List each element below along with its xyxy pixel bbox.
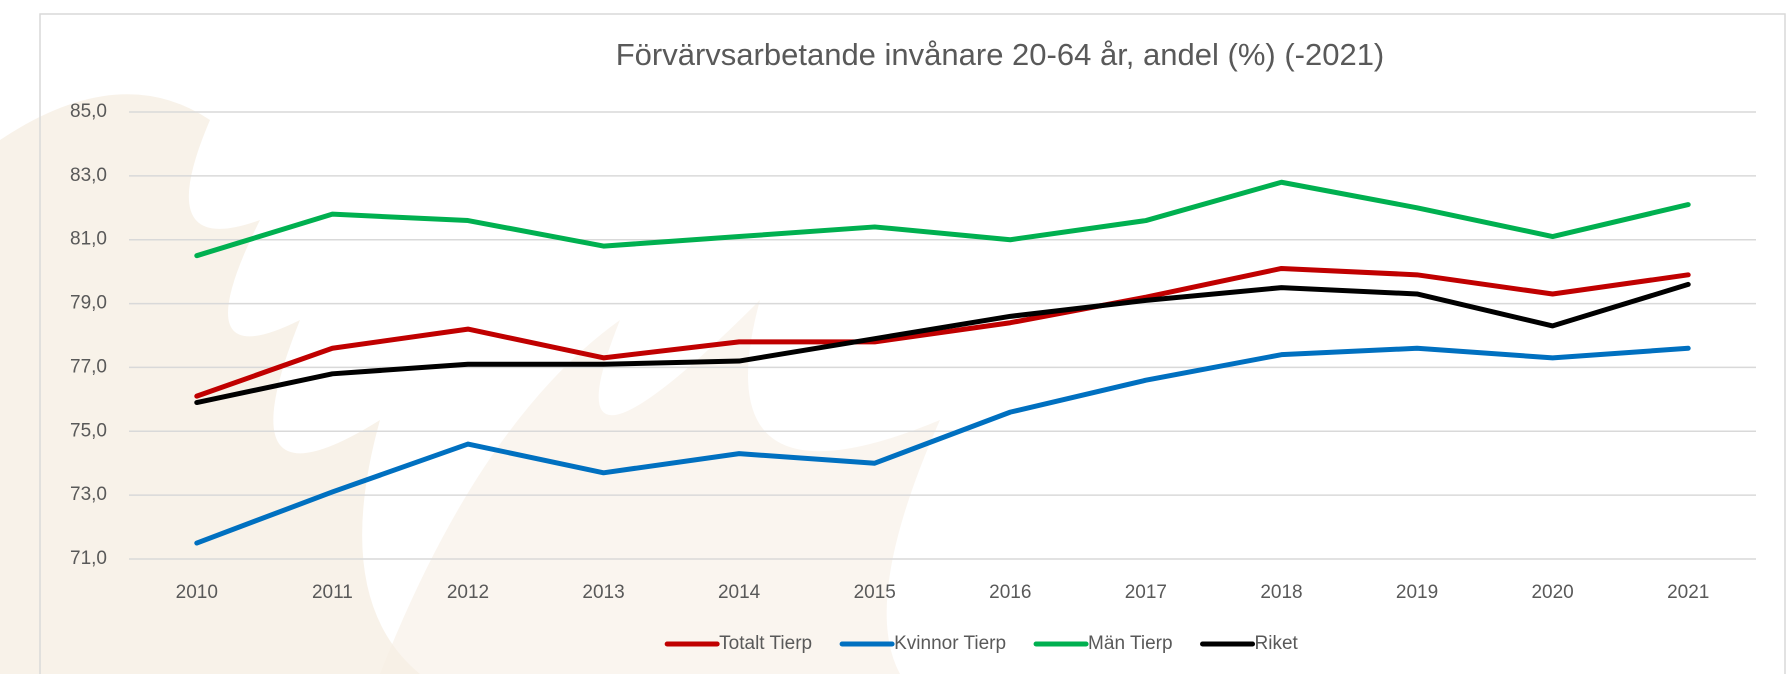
chart-title: Förvärvsarbetande invånare 20-64 år, and… (616, 37, 1385, 72)
legend-label: Män Tierp (1088, 633, 1172, 654)
legend-label: Riket (1255, 633, 1299, 654)
legend-label: Totalt Tierp (719, 633, 812, 654)
x-tick-label: 2014 (718, 582, 761, 603)
x-tick-label: 2021 (1667, 582, 1709, 603)
y-tick-label: 71,0 (70, 548, 107, 569)
y-tick-label: 79,0 (70, 293, 107, 314)
x-tick-label: 2020 (1531, 582, 1573, 603)
y-tick-label: 81,0 (70, 229, 107, 250)
x-tick-label: 2015 (854, 582, 896, 603)
x-tick-label: 2017 (1125, 582, 1167, 603)
x-tick-label: 2019 (1396, 582, 1438, 603)
y-tick-label: 73,0 (70, 484, 107, 505)
y-tick-label: 85,0 (70, 101, 107, 122)
x-tick-label: 2011 (312, 582, 353, 603)
x-tick-label: 2010 (176, 582, 218, 603)
x-tick-label: 2013 (582, 582, 624, 603)
x-tick-label: 2018 (1260, 582, 1302, 603)
y-tick-label: 75,0 (70, 420, 107, 441)
x-tick-label: 2012 (447, 582, 489, 603)
y-tick-label: 83,0 (70, 165, 107, 186)
legend-label: Kvinnor Tierp (894, 633, 1006, 654)
y-tick-label: 77,0 (70, 356, 107, 377)
page: Förvärvsarbetande invånare 20-64 år, and… (0, 0, 1788, 674)
chart: Förvärvsarbetande invånare 20-64 år, and… (0, 0, 1788, 674)
x-tick-label: 2016 (989, 582, 1031, 603)
